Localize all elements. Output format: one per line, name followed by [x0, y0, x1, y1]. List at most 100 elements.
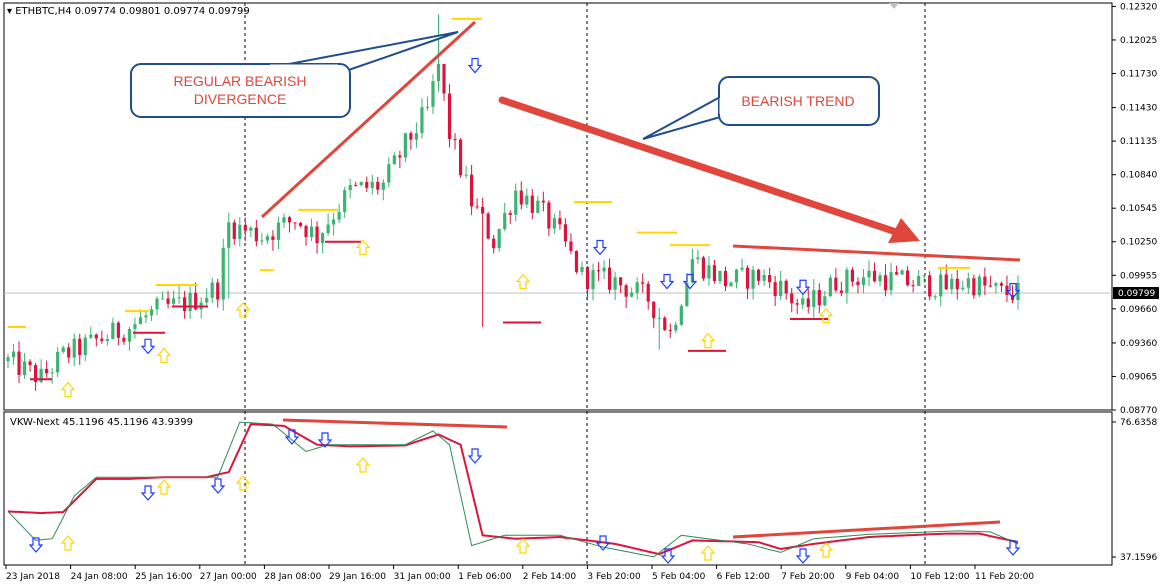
candle-body	[983, 276, 987, 286]
candle-body	[585, 267, 590, 290]
sell-signal-arrow-icon	[795, 279, 811, 296]
candle-body	[409, 133, 413, 140]
candle-body	[701, 257, 706, 279]
candle-body	[795, 303, 799, 305]
candle-body	[972, 278, 976, 296]
candle-body	[950, 278, 954, 290]
candle-body	[72, 338, 76, 358]
sell-signal-arrow-icon	[467, 57, 483, 74]
time-tick-label: 6 Feb 12:00	[717, 572, 771, 582]
candle-body	[348, 184, 352, 191]
candle-body	[183, 297, 187, 312]
time-tick-label: 24 Jan 08:00	[71, 572, 128, 582]
main-chart-header: ▾ ETHBTC,H4 0.09774 0.09801 0.09774 0.09…	[7, 6, 250, 17]
candle-body	[723, 270, 728, 287]
candle-body	[398, 155, 402, 158]
indicator-buy-arrow-icon	[355, 457, 371, 473]
candle-body	[541, 200, 545, 203]
candle-body	[11, 351, 16, 358]
candle-body	[900, 270, 904, 275]
candle-body	[243, 224, 247, 231]
candle-body	[17, 351, 21, 375]
indicator-sell-arrow-icon	[660, 548, 676, 564]
candle-body	[906, 270, 910, 286]
indicator-sell-arrow-icon	[1005, 540, 1021, 556]
candle-body	[988, 285, 993, 287]
candle-body	[939, 274, 943, 297]
candle-body	[861, 277, 866, 286]
candle-body	[773, 282, 777, 297]
candle-body	[497, 229, 501, 249]
rising-indicator-line	[732, 520, 1001, 539]
price-tick-label: 0.10545	[1120, 204, 1157, 214]
time-tick-label: 5 Feb 04:00	[652, 572, 706, 582]
candle-body	[696, 257, 700, 260]
indicator-tick-label: 76.6358	[1120, 418, 1157, 428]
indicator-sell-arrow-icon	[210, 478, 226, 494]
candle-body	[850, 269, 855, 282]
sell-signal-arrow-icon	[1005, 283, 1021, 299]
candle-body	[828, 277, 832, 297]
candle-body	[762, 274, 766, 281]
candle-body	[856, 281, 860, 286]
collapse-triangle-icon[interactable]: ▾	[7, 6, 13, 17]
candle-body	[646, 283, 650, 302]
indicator-buy-arrow-icon	[818, 542, 834, 558]
time-tick-label: 1 Feb 06:00	[458, 572, 512, 582]
price-tick-label: 0.09660	[1120, 305, 1157, 315]
candle-body	[442, 64, 446, 94]
candle-body	[67, 347, 71, 358]
candle-body	[155, 298, 159, 310]
candle-body	[690, 259, 694, 283]
candle-body	[999, 283, 1004, 286]
candle-body	[663, 317, 667, 331]
candle-body	[470, 174, 474, 207]
time-tick-label: 11 Feb 20:00	[975, 572, 1034, 582]
candle-body	[309, 226, 314, 237]
trend-callout-label: BEARISH TREND	[741, 93, 854, 109]
candle-body	[607, 267, 612, 290]
candle-body	[768, 274, 772, 283]
candle-body	[144, 315, 148, 318]
indicator-panel-frame	[3, 411, 1113, 566]
candle-body	[166, 298, 170, 304]
candle-body	[171, 298, 176, 304]
candle-body	[779, 280, 783, 297]
candle-body	[745, 267, 750, 289]
candle-body	[596, 270, 601, 272]
candle-body	[994, 283, 998, 286]
candle-body	[332, 219, 336, 225]
time-tick-label: 28 Jan 08:00	[264, 572, 321, 582]
candle-body	[966, 278, 970, 288]
candle-body	[525, 195, 529, 205]
buy-signal-arrow-icon	[355, 239, 371, 256]
candle-body	[790, 293, 794, 304]
price-chart-title: ETHBTC,H4 0.09774 0.09801 0.09774 0.0979…	[15, 6, 250, 17]
candle-body	[558, 218, 562, 225]
candle-body	[547, 202, 551, 229]
time-tick-label: 27 Jan 00:00	[200, 572, 257, 582]
candle-body	[56, 351, 60, 373]
buy-signal-arrow-icon	[235, 302, 251, 318]
candle-body	[602, 267, 606, 272]
candle-body	[955, 278, 959, 290]
candle-body	[624, 285, 628, 297]
candle-body	[734, 269, 739, 283]
candle-body	[160, 298, 165, 300]
candle-body	[911, 285, 915, 287]
candle-body	[580, 267, 584, 272]
candle-body	[249, 227, 253, 231]
price-tick-label: 0.09955	[1120, 271, 1157, 281]
candle-body	[447, 93, 452, 140]
indicator-sell-arrow-icon	[28, 537, 44, 553]
trend-callout-box	[718, 76, 880, 126]
candle-body	[22, 361, 27, 375]
candle-body	[707, 265, 711, 279]
candle-body	[116, 322, 120, 338]
price-tick-label: 0.12025	[1120, 36, 1157, 46]
candle-body	[320, 233, 325, 244]
candle-body	[889, 272, 893, 291]
candle-body	[514, 190, 518, 215]
candle-body	[392, 155, 396, 165]
